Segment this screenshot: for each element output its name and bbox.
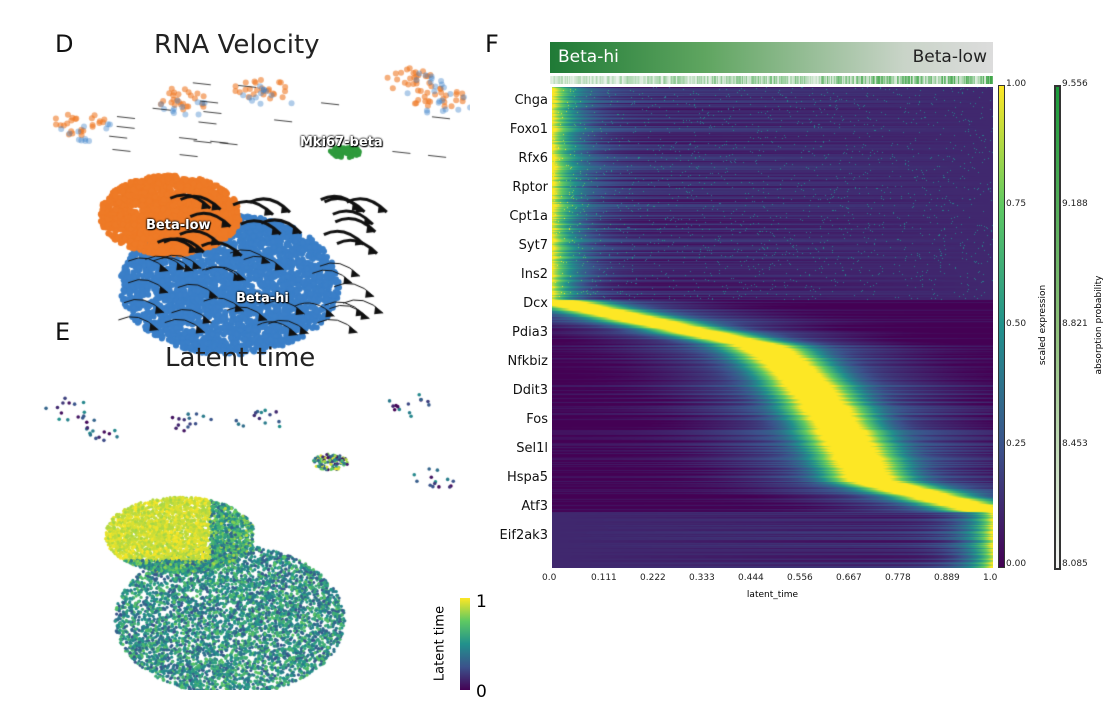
gene-label: Chga	[514, 93, 548, 108]
absorption-colorbar	[1054, 85, 1061, 570]
absorption-strip	[550, 76, 993, 84]
colorbar-tick-label: 8.085	[1062, 559, 1088, 569]
x-tick-label: 0.889	[934, 573, 960, 583]
gene-label: Nfkbiz	[507, 354, 548, 369]
gene-label: Syt7	[518, 238, 548, 253]
gene-labels: Chga Foxo1 Rfx6 Rptor Cpt1a Syt7 Ins2 Dcx Pdia3 N…	[470, 87, 548, 568]
latent-colorbar-max: 1	[476, 592, 487, 612]
expression-colorbar-ticks: 1.00 0.75 0.50 0.25 0.00	[1006, 79, 1032, 569]
expression-colorbar-label: scaled expression	[1038, 284, 1048, 366]
gene-label: Rptor	[512, 180, 548, 195]
header-left-label: Beta-hi	[558, 47, 619, 67]
x-tick-label: 0.111	[591, 573, 617, 583]
gene-label: Cpt1a	[509, 209, 548, 224]
panel-f-letter: F	[485, 30, 499, 58]
gene-label: Rfx6	[518, 151, 548, 166]
x-axis-label: latent_time	[746, 590, 799, 600]
gene-label: Ins2	[520, 267, 548, 282]
x-tick-label: 0.667	[836, 573, 862, 583]
colorbar-tick-label: 8.821	[1062, 319, 1088, 329]
latent-colorbar-label: Latent time	[432, 605, 448, 682]
gene-label: Foxo1	[509, 122, 548, 137]
expression-colorbar	[998, 85, 1005, 568]
cluster-label-beta-low: Beta-low	[146, 218, 211, 233]
colorbar-tick-label: 1.00	[1006, 79, 1027, 89]
gene-label: Sel1l	[516, 441, 548, 456]
colorbar-tick-label: 9.556	[1062, 79, 1088, 89]
latent-colorbar-min: 0	[476, 682, 487, 702]
gene-label: Eif2ak3	[499, 528, 548, 543]
gene-label: Atf3	[521, 499, 548, 514]
gene-label: Fos	[526, 412, 548, 427]
gene-label: Hspa5	[506, 470, 548, 485]
x-axis: 0.0 0.111 0.222 0.333 0.444 0.556 0.667 0.778 0.…	[542, 568, 997, 588]
x-tick-label: 0.0	[542, 573, 557, 583]
x-tick-label: 0.222	[640, 573, 666, 583]
x-tick-label: 1.0	[983, 573, 998, 583]
panel-d-letter: D	[55, 30, 74, 58]
lineage-header-bar: Beta-hi Beta-low	[550, 42, 993, 73]
colorbar-tick-label: 8.453	[1062, 439, 1088, 449]
gene-label: Dcx	[523, 296, 548, 311]
header-right-label: Beta-low	[912, 47, 987, 67]
colorbar-tick-label: 9.188	[1062, 199, 1088, 209]
panel-d-title: RNA Velocity	[154, 30, 320, 60]
x-tick-label: 0.778	[885, 573, 911, 583]
absorption-colorbar-label: absorption probability	[1094, 275, 1104, 375]
rna-velocity-umap	[30, 60, 470, 360]
panel-e-letter: E	[55, 318, 71, 346]
x-tick-label: 0.556	[787, 573, 813, 583]
cluster-label-mki67: Mki67-beta	[300, 135, 383, 150]
cluster-label-beta-hi: Beta-hi	[236, 291, 289, 306]
colorbar-tick-label: 0.50	[1006, 319, 1027, 329]
colorbar-tick-label: 0.25	[1006, 439, 1027, 449]
latent-time-umap	[40, 390, 460, 690]
colorbar-tick-label: 0.75	[1006, 199, 1027, 209]
colorbar-tick-label: 0.00	[1006, 559, 1027, 569]
x-tick-label: 0.333	[689, 573, 715, 583]
gene-expression-heatmap	[552, 87, 993, 568]
gene-label: Pdia3	[512, 325, 548, 340]
absorption-colorbar-ticks: 9.556 9.188 8.821 8.453 8.085	[1062, 79, 1092, 569]
gene-label: Ddit3	[512, 383, 548, 398]
panel-e-title: Latent time	[165, 343, 316, 373]
x-tick-label: 0.444	[738, 573, 764, 583]
latent-time-colorbar	[460, 598, 470, 690]
